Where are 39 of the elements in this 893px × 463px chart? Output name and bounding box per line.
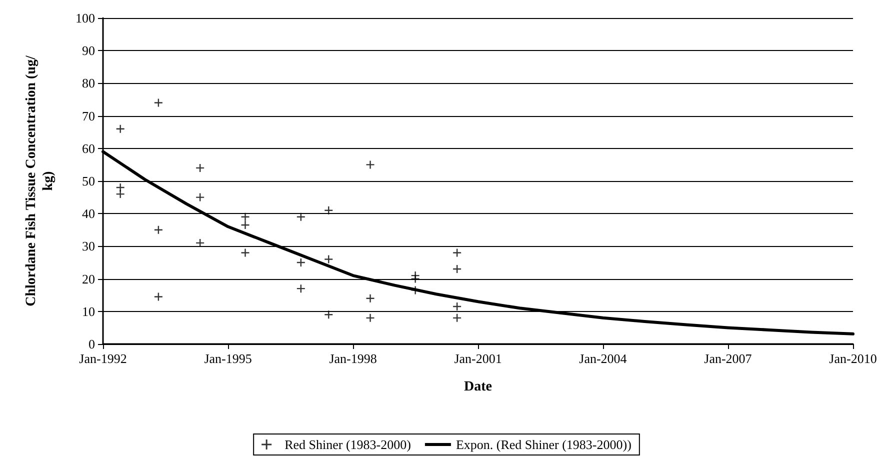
point [324, 255, 333, 264]
y-tick-label: 0 [88, 336, 95, 352]
y-tick-label: 10 [82, 304, 95, 319]
y-tick-label: 60 [82, 140, 95, 156]
x-tick-label: Jan-2001 [454, 351, 502, 366]
y-tick-label: 100 [76, 10, 95, 26]
point [324, 206, 333, 214]
point [116, 124, 124, 133]
y-tick-label: 50 [82, 174, 95, 188]
y-tick-label: 40 [82, 206, 95, 222]
y-tick-label: 80 [82, 76, 95, 91]
x-tick-label: Jan-2007 [704, 351, 752, 366]
x-tick-label: Jan-1992 [79, 351, 127, 366]
point [154, 292, 162, 301]
y-tick-label: 20 [82, 271, 95, 286]
point [453, 248, 462, 257]
y-tick-label: 90 [82, 43, 95, 58]
legend-label: Red Shiner (1983-2000) [284, 437, 411, 452]
point [366, 294, 374, 302]
point [366, 314, 374, 322]
point [241, 212, 250, 221]
y-axis-title: Chlordane Fish Tissue Concentration (ug/kg) [24, 54, 56, 306]
point [154, 98, 162, 107]
point [241, 248, 250, 257]
x-tick-label: Jan-2004 [579, 351, 628, 366]
y-tick-label: 70 [82, 108, 95, 124]
y-tick-label: 30 [82, 238, 95, 254]
point [366, 160, 374, 169]
point [196, 193, 204, 202]
x-axis-title: Date [464, 380, 492, 394]
point [241, 221, 250, 230]
legend-label: Expon. (Red Shiner (1983-2000)) [456, 437, 632, 452]
point [116, 184, 124, 192]
x-tick-label: Jan-1995 [204, 351, 252, 366]
x-tick-label: Jan-2010 [829, 351, 877, 366]
point [324, 310, 333, 319]
point [116, 190, 124, 198]
point [411, 274, 420, 283]
x-tick-label: Jan-1998 [329, 351, 377, 366]
